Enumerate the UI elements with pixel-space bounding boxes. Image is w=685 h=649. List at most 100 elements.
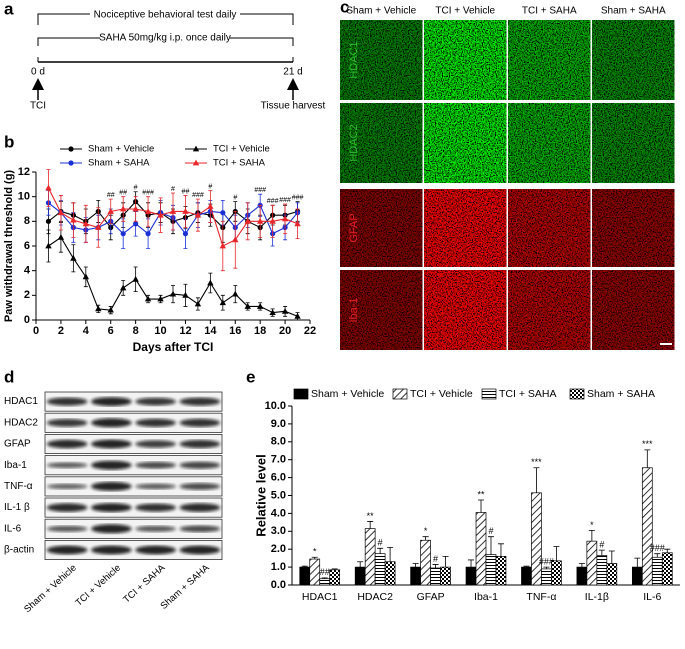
band <box>179 525 221 533</box>
error-bar <box>533 467 540 493</box>
error-bar <box>553 546 560 561</box>
marker <box>169 208 177 214</box>
y-tick-label: 10.0 <box>265 400 286 412</box>
micrograph-signal <box>508 270 591 350</box>
band <box>91 545 132 555</box>
error-bar <box>478 499 485 513</box>
row-label: HDAC2 <box>348 124 360 161</box>
x-tick-label: HDAC2 <box>357 591 393 603</box>
lane-label: Sham + SAHA <box>158 562 212 612</box>
blot-strip <box>44 497 223 518</box>
error-bar <box>523 565 530 568</box>
band <box>46 503 88 512</box>
annotation: ### <box>292 194 304 201</box>
band <box>135 440 176 448</box>
micrograph-signal <box>424 189 507 267</box>
legend-label: TCI + SAHA <box>499 388 556 400</box>
error-bar <box>608 550 615 564</box>
x-tick-label: 6 <box>108 325 114 337</box>
protein-label: TNF-α <box>4 481 33 492</box>
marker <box>169 290 177 297</box>
error-bar <box>543 566 550 569</box>
annotation: ## <box>119 190 127 197</box>
y-tick-label: 2 <box>24 289 30 301</box>
error-bar <box>331 568 338 570</box>
x-axis-label: Days after TCI <box>133 340 214 354</box>
column-label: TCI + SAHA <box>522 6 577 17</box>
micrograph-signal <box>508 20 591 100</box>
bar <box>329 569 341 586</box>
marker <box>269 309 276 315</box>
bar <box>641 467 653 586</box>
marker <box>157 295 164 302</box>
y-tick-label: 8 <box>24 215 30 227</box>
significance: ### <box>539 556 554 566</box>
marker <box>281 215 289 222</box>
significance: ** <box>478 489 486 499</box>
panel-letter: d <box>4 367 14 386</box>
y-tick-label: 4.0 <box>271 507 286 519</box>
x-tick-label: 12 <box>179 325 191 337</box>
error-bar <box>311 556 318 560</box>
bar <box>606 563 618 586</box>
significance: ### <box>650 543 665 553</box>
bar <box>440 566 451 586</box>
y-tick-label: 8.0 <box>271 436 286 448</box>
y-tick-label: 6 <box>24 240 30 252</box>
bar <box>485 554 497 586</box>
band <box>135 545 176 555</box>
error-bar <box>387 547 394 562</box>
band <box>91 460 132 470</box>
legend-label: Sham + Vehicle <box>88 144 154 155</box>
bar <box>596 555 608 586</box>
error-bar <box>634 557 641 568</box>
band <box>135 397 176 406</box>
annotation: ### <box>192 192 204 199</box>
blot-strip <box>44 391 223 412</box>
error-bar <box>497 543 504 557</box>
column-label: TCI + Vehicle <box>435 6 495 17</box>
bar <box>299 566 311 586</box>
error-bar <box>578 563 585 568</box>
marker <box>269 217 276 224</box>
band <box>46 397 88 406</box>
column-label: Sham + SAHA <box>601 6 666 17</box>
marker <box>132 205 139 212</box>
y-tick-label: 2.0 <box>271 543 286 555</box>
marker <box>220 210 226 216</box>
protein-label: IL-1 β <box>4 502 30 513</box>
legend-marker <box>68 146 74 152</box>
band <box>135 418 176 427</box>
marker <box>82 273 90 280</box>
bar <box>475 512 487 586</box>
micrograph-signal <box>340 270 423 350</box>
marker <box>294 312 301 319</box>
blot-strip <box>44 455 223 476</box>
x-tick-label: HDAC1 <box>302 591 338 603</box>
x-tick-label: 10 <box>154 325 166 337</box>
significance: * <box>313 547 317 557</box>
marker <box>294 220 301 227</box>
legend-label: TCI + Vehicle <box>410 388 473 400</box>
bar <box>586 540 598 586</box>
time-label: 21 d <box>283 67 302 78</box>
protein-label: β-actin <box>4 545 34 556</box>
band <box>46 462 88 469</box>
band <box>135 503 176 512</box>
error-bar <box>422 536 429 541</box>
band <box>91 397 132 407</box>
marker <box>207 203 214 209</box>
legend-marker <box>68 160 74 166</box>
significance: * <box>590 520 594 530</box>
y-tick-label: 4 <box>24 265 31 277</box>
blot-strip <box>44 518 223 539</box>
bar <box>420 539 431 586</box>
annotation: ### <box>254 187 266 194</box>
marker <box>182 208 189 214</box>
error-bar <box>487 536 494 555</box>
error-bar <box>357 561 364 568</box>
marker <box>281 307 289 314</box>
significance: ## <box>320 567 330 577</box>
label-bg <box>90 8 240 20</box>
